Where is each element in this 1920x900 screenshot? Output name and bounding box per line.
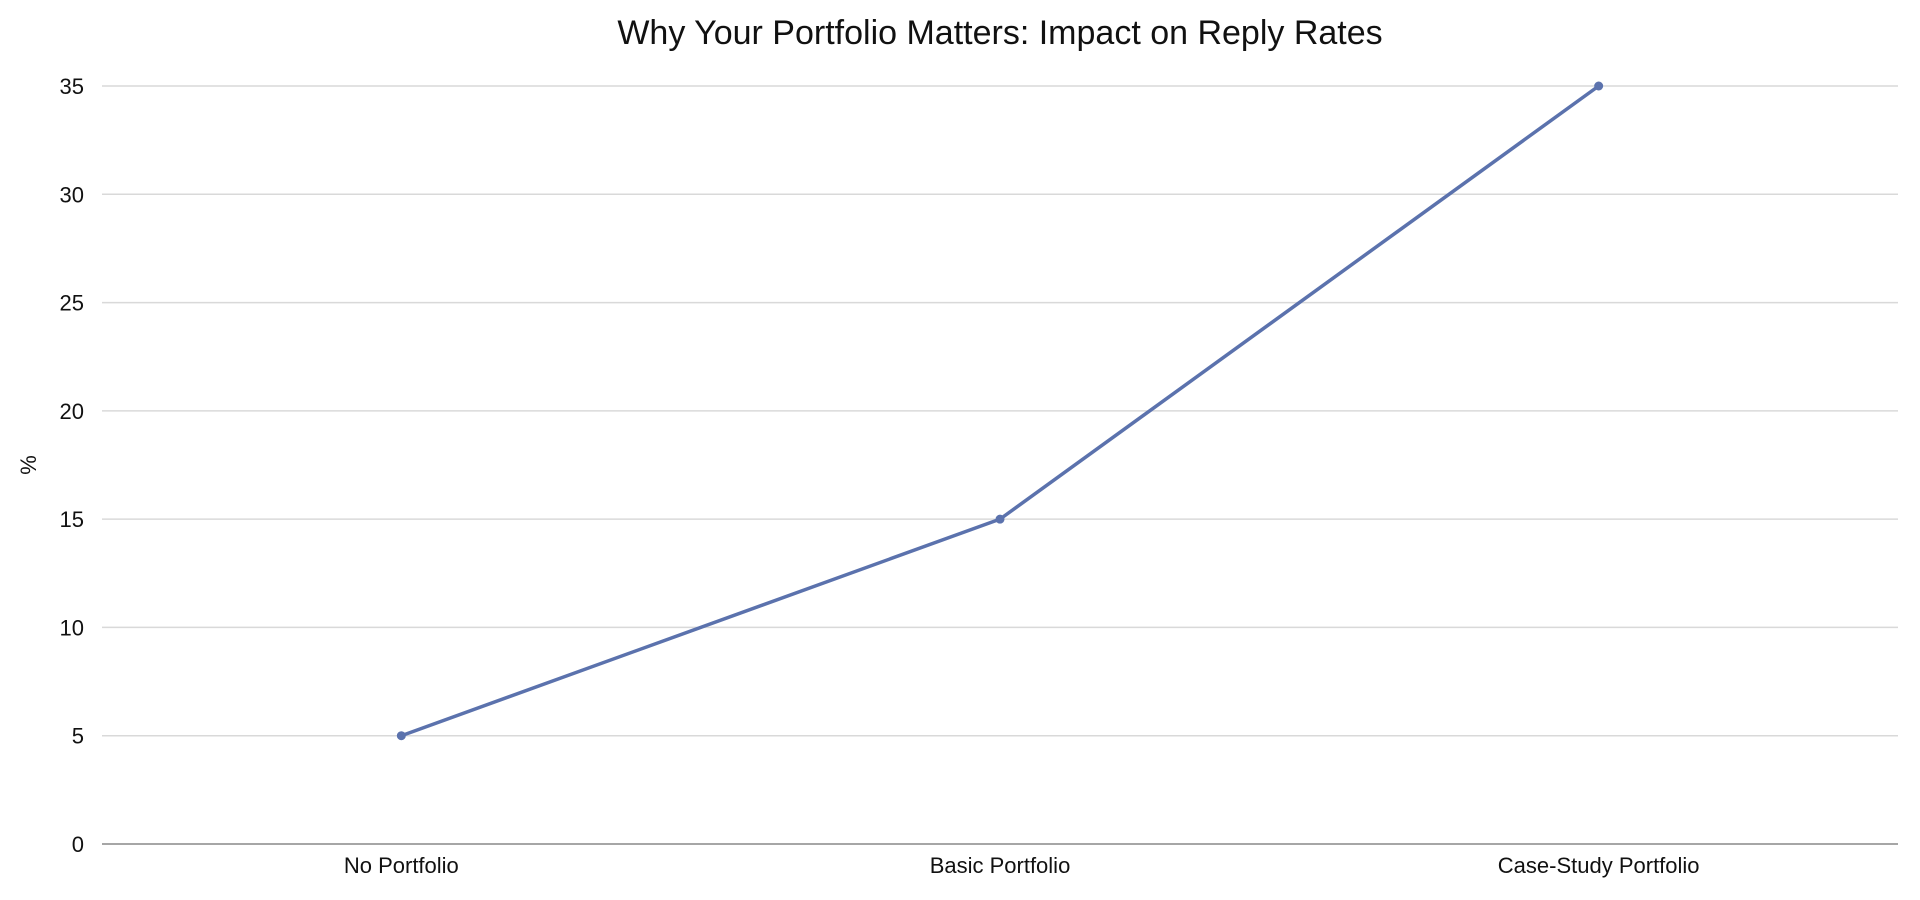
- chart-title: Why Your Portfolio Matters: Impact on Re…: [617, 14, 1382, 52]
- y-tick-label: 0: [72, 832, 84, 857]
- x-axis-ticks: No Portfolio Basic Portfolio Case-Study Po…: [344, 853, 1700, 878]
- y-tick-label: 35: [60, 74, 84, 99]
- y-tick-label: 10: [60, 615, 84, 640]
- data-point: [995, 514, 1005, 524]
- x-tick-label: No Portfolio: [344, 853, 459, 878]
- y-tick-label: 30: [60, 182, 84, 207]
- data-point: [396, 731, 406, 741]
- gridlines: [102, 85, 1898, 737]
- x-tick-label: Case-Study Portfolio: [1498, 853, 1700, 878]
- data-point: [1594, 81, 1604, 91]
- x-tick-label: Basic Portfolio: [930, 853, 1071, 878]
- y-axis-ticks: 0 5 10 15 20 25 30 35: [60, 74, 84, 857]
- y-tick-label: 15: [60, 507, 84, 532]
- y-tick-label: 5: [72, 724, 84, 749]
- y-tick-label: 20: [60, 399, 84, 424]
- y-axis-label: %: [16, 455, 41, 475]
- y-tick-label: 25: [60, 291, 84, 316]
- series-group: [396, 81, 1604, 741]
